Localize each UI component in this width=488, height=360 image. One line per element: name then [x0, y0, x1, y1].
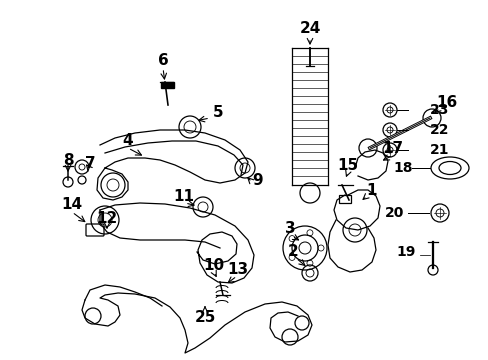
Text: 18: 18	[392, 161, 412, 175]
Text: 21: 21	[429, 143, 449, 157]
Text: 22: 22	[429, 123, 449, 137]
Text: 24: 24	[299, 21, 320, 36]
Text: 7: 7	[84, 156, 95, 171]
Text: 23: 23	[429, 103, 449, 117]
Text: 12: 12	[96, 211, 118, 225]
Text: 20: 20	[385, 206, 404, 220]
Text: 2: 2	[287, 244, 298, 260]
Text: 13: 13	[227, 262, 248, 278]
Text: 9: 9	[252, 172, 263, 188]
Text: 5: 5	[212, 104, 223, 120]
Text: 4: 4	[122, 132, 133, 148]
Text: 11: 11	[173, 189, 194, 203]
Text: 19: 19	[395, 245, 415, 259]
Text: 15: 15	[337, 158, 358, 172]
Text: 3: 3	[284, 220, 295, 235]
Text: 25: 25	[194, 310, 215, 325]
Text: 1: 1	[366, 183, 376, 198]
Text: 8: 8	[62, 153, 73, 167]
Bar	[161, 82, 174, 88]
Text: 10: 10	[203, 258, 224, 274]
Text: 17: 17	[382, 140, 403, 156]
Text: 14: 14	[61, 197, 82, 212]
Bar	[338, 195, 350, 203]
Text: 6: 6	[157, 53, 168, 68]
Text: 16: 16	[435, 95, 457, 109]
